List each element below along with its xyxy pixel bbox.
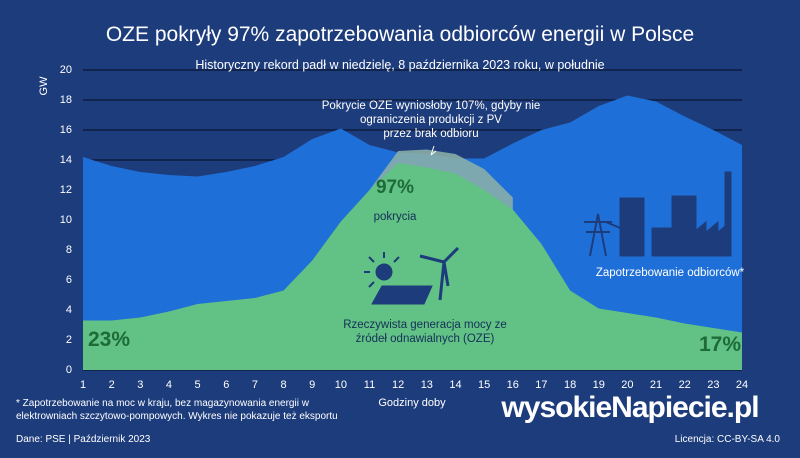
y-tick-label: 16 (60, 124, 72, 136)
city-icon (584, 171, 732, 257)
x-tick-label: 21 (650, 379, 662, 391)
y-tick-label: 4 (66, 304, 72, 316)
start-share: 23% (88, 328, 131, 351)
x-axis-label: Godziny doby (378, 397, 446, 409)
y-tick-label: 2 (66, 334, 72, 346)
x-tick-label: 3 (137, 379, 143, 391)
area (83, 163, 742, 370)
demand-label: Zapotrzebowanie odbiorców* (595, 267, 745, 279)
license: Licencja: CC-BY-SA 4.0 (674, 434, 780, 445)
x-tick-label: 14 (449, 379, 461, 391)
y-tick-label: 8 (66, 244, 72, 256)
x-tick-label: 17 (535, 379, 547, 391)
y-axis-label: GW (38, 76, 50, 96)
y-tick-label: 20 (60, 64, 72, 76)
coverage-value: 97% (375, 177, 415, 198)
x-tick-label: 19 (593, 379, 605, 391)
footnote: * Zapotrzebowanie na moc w kraju, bez ma… (16, 397, 376, 423)
y-tick-label: 10 (60, 214, 72, 226)
y-tick-label: 6 (66, 274, 72, 286)
x-tick-label: 16 (507, 379, 519, 391)
chart-subtitle: Historyczny rekord padł w niedzielę, 8 p… (195, 58, 605, 72)
arrow (430, 145, 437, 156)
curtailment-note: Pokrycie OZE wyniosłoby 107%, gdyby nie o… (296, 99, 566, 141)
x-tick-label: 8 (281, 379, 287, 391)
oze-label: Rzeczywista generacja mocy ze źródeł odn… (343, 319, 507, 345)
x-tick-label: 23 (707, 379, 719, 391)
curtailment-line: ograniczenia produkcji z PV (360, 114, 502, 126)
chart-title: OZE pokryły 97% zapotrzebowania odbiorcó… (105, 23, 695, 46)
footnote-line: elektrowniach szczytowo-pompowych. Wykre… (16, 411, 338, 422)
x-tick-label: 6 (223, 379, 229, 391)
y-tick-label: 12 (60, 184, 72, 196)
logo: wysokieNapiecie.pl (501, 391, 759, 424)
x-tick-label: 9 (309, 379, 315, 391)
x-tick-label: 1 (80, 379, 86, 391)
x-tick-label: 22 (679, 379, 691, 391)
x-tick-label: 13 (421, 379, 433, 391)
x-tick-label: 7 (252, 379, 258, 391)
y-tick-label: 14 (60, 154, 72, 166)
curtailment-line: przez brak odbioru (383, 128, 479, 140)
x-tick-label: 20 (621, 379, 633, 391)
y-tick-label: 0 (66, 364, 72, 376)
x-tick-label: 5 (195, 379, 201, 391)
end-share: 17% (698, 333, 742, 356)
curtailment-line: Pokrycie OZE wyniosłoby 107%, gdyby nie (321, 100, 541, 112)
x-tick-label: 4 (166, 379, 172, 391)
source: Dane: PSE | Październik 2023 (16, 434, 151, 445)
x-tick-label: 11 (364, 379, 375, 391)
y-tick-label: 18 (60, 94, 72, 106)
x-tick-label: 18 (564, 379, 576, 391)
x-tick-label: 24 (736, 379, 748, 391)
x-tick-label: 15 (478, 379, 490, 391)
x-tick-label: 12 (392, 379, 404, 391)
x-tick-label: 10 (335, 379, 347, 391)
x-tick-label: 2 (109, 379, 115, 391)
coverage-text: pokrycia (373, 211, 417, 223)
solar-icon (364, 246, 460, 305)
footnote-line: * Zapotrzebowanie na moc w kraju, bez ma… (16, 398, 309, 409)
